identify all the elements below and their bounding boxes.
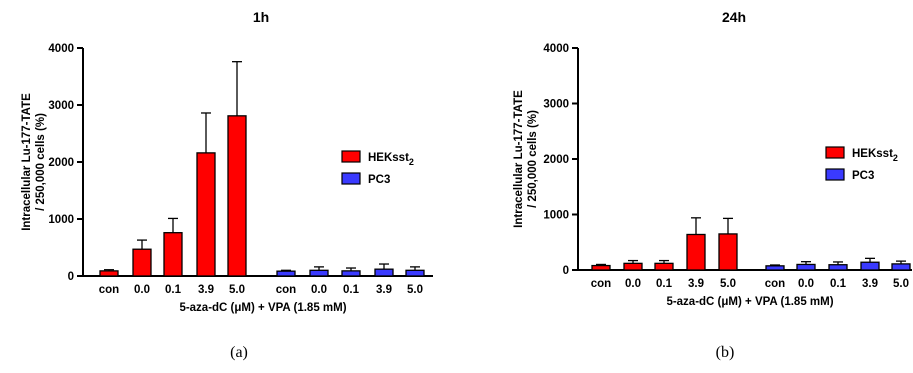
bar-PC3-5.0	[406, 270, 424, 276]
legend-swatch	[342, 151, 360, 162]
panel-label: (a)	[230, 344, 248, 361]
bar-PC3-0.1	[342, 271, 360, 276]
bar-HEKsst2-con	[592, 266, 610, 270]
bar-PC3-0.1	[829, 265, 847, 270]
x-tick-label: 0.0	[625, 278, 641, 290]
legend-label: PC3	[368, 174, 390, 186]
x-tick-label: 0.0	[311, 284, 327, 296]
bar-HEKsst2-0.1	[164, 233, 182, 276]
x-tick-label: 3.9	[376, 284, 392, 296]
x-tick-label: con	[765, 278, 785, 290]
x-tick-label: 0.0	[134, 284, 150, 296]
x-tick-label: 3.9	[198, 284, 214, 296]
legend-swatch	[826, 147, 844, 158]
x-tick-label: con	[276, 284, 296, 296]
bar-PC3-0.0	[310, 270, 328, 276]
x-tick-label: 0.1	[343, 284, 360, 296]
y-tick-label: 2000	[48, 157, 74, 169]
y-tick-label: 1000	[543, 210, 569, 222]
bar-HEKsst2-0.1	[655, 263, 673, 270]
bar-PC3-con	[277, 271, 295, 276]
chart-title: 1h	[253, 9, 269, 25]
x-axis-label: 5-aza-dC (μM) + VPA (1.85 mM)	[179, 302, 346, 314]
chart-panel-a: 1h 0 1000 2000 3000 4000 Intracellular Lu-177-…	[21, 9, 433, 361]
bar-PC3-con	[766, 266, 784, 270]
bar-HEKsst2-3.9	[687, 234, 705, 270]
y-axis-label: Intracellular Lu-177-TATE	[513, 90, 525, 228]
bar-PC3-0.0	[797, 264, 815, 270]
y-tick-label: 4000	[543, 43, 569, 55]
y-tick-label: 2000	[543, 154, 569, 166]
bar-PC3-3.9	[375, 269, 393, 276]
x-tick-label: con	[99, 284, 119, 296]
bar-HEKsst2-con	[100, 271, 118, 276]
y-axis-label: / 250,000 cells (%)	[35, 113, 47, 211]
x-axis-label: 5-aza-dC (μM) + VPA (1.85 mM)	[666, 296, 833, 308]
x-tick-label: 5.0	[229, 284, 245, 296]
chart-panel-b: 24h 0 1000 2000 3000 4000 Intracellular Lu-177…	[513, 9, 912, 361]
bar-HEKsst2-0.0	[624, 263, 642, 270]
chart-title: 24h	[722, 9, 746, 25]
x-tick-label: 5.0	[720, 278, 736, 290]
x-tick-label: 0.0	[798, 278, 814, 290]
x-tick-label: 3.9	[862, 278, 878, 290]
x-tick-label: 0.1	[830, 278, 847, 290]
bar-HEKsst2-0.0	[133, 249, 151, 276]
bar-HEKsst2-5.0	[719, 234, 737, 270]
bar-PC3-3.9	[861, 262, 879, 270]
legend-label: HEKsst2	[368, 152, 414, 167]
x-tick-label: 5.0	[407, 284, 423, 296]
y-tick-label: 3000	[543, 99, 569, 111]
panel-label: (b)	[716, 344, 735, 361]
legend-label: PC3	[852, 170, 874, 182]
x-tick-label: 3.9	[688, 278, 704, 290]
y-tick-label: 0	[68, 271, 74, 283]
y-tick-label: 3000	[48, 100, 74, 112]
legend-swatch	[826, 169, 844, 180]
legend-label: HEKsst2	[852, 148, 898, 163]
x-tick-label: 0.1	[656, 278, 673, 290]
x-tick-label: con	[591, 278, 611, 290]
y-tick-label: 0	[563, 265, 569, 277]
y-tick-label: 4000	[48, 43, 74, 55]
legend-swatch	[342, 173, 360, 184]
y-tick-label: 1000	[48, 214, 74, 226]
y-axis-label: / 250,000 cells (%)	[527, 110, 539, 208]
bar-HEKsst2-3.9	[197, 153, 215, 276]
x-tick-label: 0.1	[165, 284, 182, 296]
x-tick-label: 5.0	[893, 278, 909, 290]
y-axis-label: Intracellular Lu-177-TATE	[21, 93, 33, 231]
bar-HEKsst2-5.0	[228, 116, 246, 276]
bar-PC3-5.0	[892, 264, 910, 270]
